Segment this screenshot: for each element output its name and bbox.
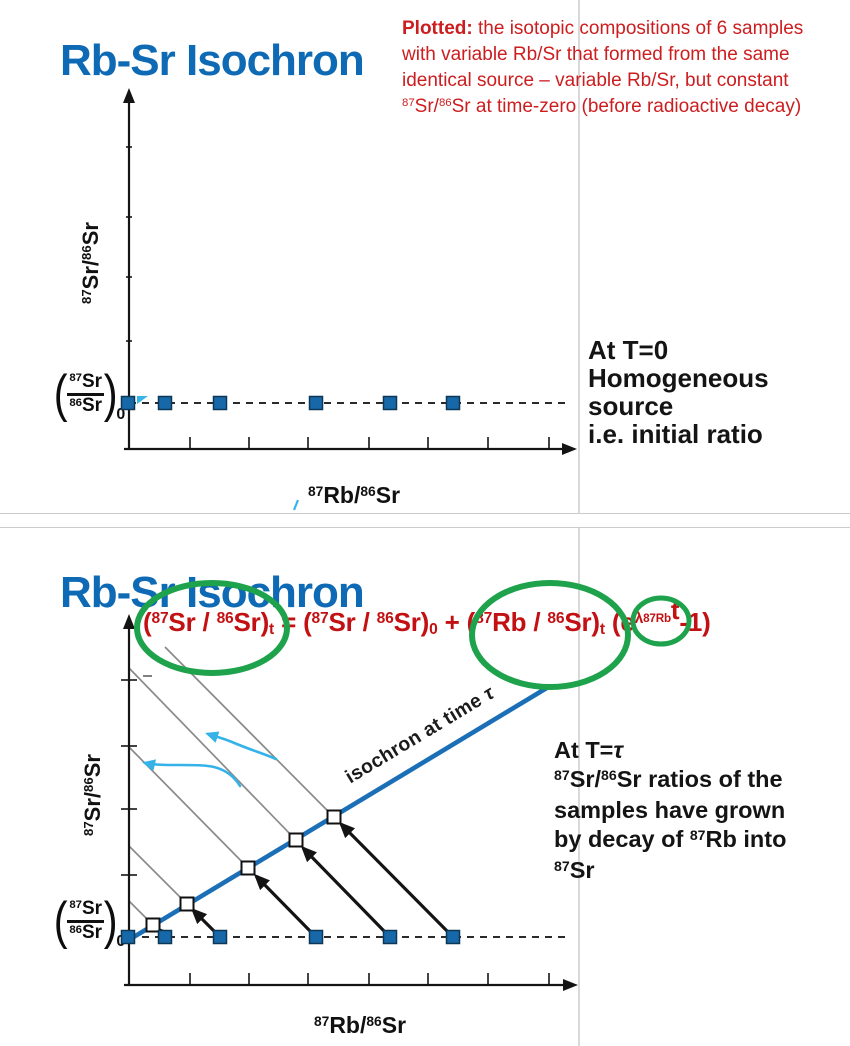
- slide2-right-border: [578, 528, 580, 1046]
- slide-2: Rb-Sr Isochron (87Sr / 86Sr)t = (87Sr / …: [0, 528, 850, 1046]
- slide1-title: Rb-Sr Isochron: [60, 36, 365, 86]
- slide1-x-axis-label: 87Rb/86Sr: [307, 482, 401, 508]
- slide2-initial-ratio-label: ( 87Sr 86Sr ) 0: [53, 892, 126, 950]
- slide-1: Rb-Sr Isochron Plotted: the isotopic com…: [0, 0, 850, 513]
- close-paren: ): [103, 365, 118, 423]
- fraction-denominator: 86Sr: [69, 922, 103, 944]
- isochron-equation: (87Sr / 86Sr)t = (87Sr / 86Sr)0 + (87Rb …: [143, 595, 711, 639]
- isochron-line-label: isochron at time τ: [341, 682, 499, 789]
- fraction-numerator: 87Sr: [67, 371, 105, 397]
- slide1-side-text: At T=0 Homogeneous source i.e. initial rati…: [588, 335, 769, 449]
- slide2-x-axis-label: 87Rb/86Sr: [313, 1012, 407, 1038]
- slide1-initial-ratio-label: ( 87Sr 86Sr ) 0: [53, 365, 126, 423]
- slide1-y-axis-label: 87Sr/86Sr: [78, 222, 103, 304]
- close-paren: ): [103, 892, 118, 950]
- subscript-zero: 0: [116, 405, 126, 423]
- slide2-side-text: At T=τ 87Sr/86Sr ratios of the samples hav…: [554, 737, 787, 884]
- fraction-denominator: 86Sr: [69, 395, 103, 417]
- fraction-numerator: 87Sr: [67, 898, 105, 924]
- subscript-zero: 0: [116, 932, 126, 950]
- slide-divider-line-top: [0, 513, 850, 514]
- open-paren: (: [53, 892, 68, 950]
- slide-divider-line-bottom: [0, 527, 850, 528]
- slide2-y-axis-label: 87Sr/86Sr: [80, 754, 105, 836]
- slide1-right-border: [578, 0, 580, 513]
- open-paren: (: [53, 365, 68, 423]
- plotted-note: Plotted: the isotopic compositions of 6 …: [402, 18, 804, 117]
